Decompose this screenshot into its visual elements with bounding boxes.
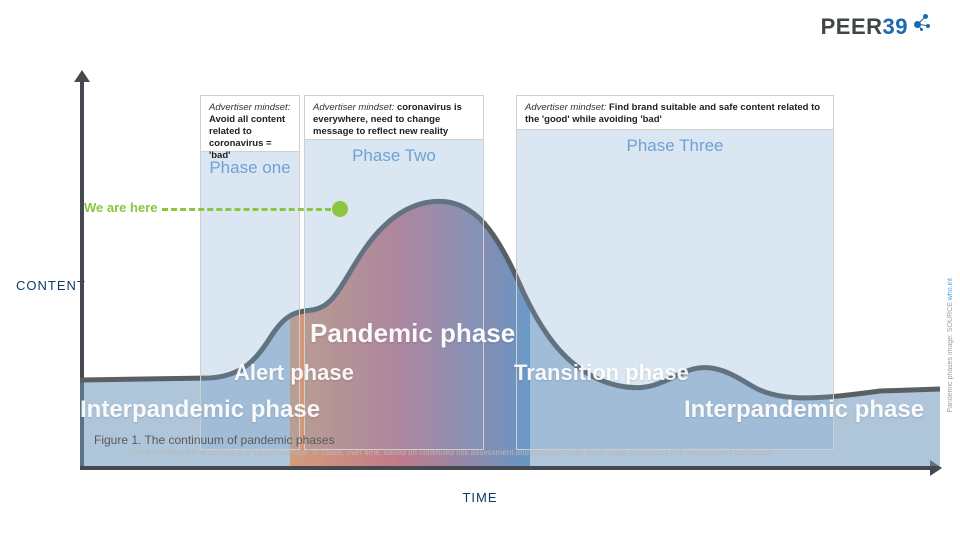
curve-label: Interpandemic phase — [684, 396, 924, 424]
we-are-here-label: We are here — [84, 200, 157, 215]
x-axis-label: TIME — [0, 490, 960, 505]
brand-logo: PEER39 — [821, 14, 932, 40]
curve-label: Alert phase — [234, 360, 354, 386]
mindset-box: Advertiser mindset: coronavirus is every… — [305, 96, 483, 140]
mindset-box: Advertiser mindset: Avoid all content re… — [201, 96, 299, 152]
page-root: { "logo": { "peer": "PEER", "thirty_nine… — [0, 0, 960, 540]
we-are-here-dot-icon — [332, 201, 348, 217]
curve-label: Transition phase — [514, 360, 689, 386]
curve-label: Interpandemic phase — [80, 396, 320, 424]
phase-title: Phase one — [201, 158, 299, 178]
molecule-icon — [910, 11, 932, 33]
source-link: who.int — [947, 278, 954, 300]
phase-column-phase-two: Advertiser mindset: coronavirus is every… — [304, 95, 484, 450]
figure-footnote: *This continuum is according to a "globa… — [132, 448, 774, 457]
logo-text-39: 39 — [883, 14, 908, 40]
mindset-body: Avoid all content related to coronavirus… — [209, 114, 285, 161]
logo-text-peer: PEER — [821, 14, 883, 40]
phase-title: Phase Three — [517, 136, 833, 156]
mindset-box: Advertiser mindset: Find brand suitable … — [517, 96, 833, 130]
figure-caption: Figure 1. The continuum of pandemic phas… — [94, 433, 335, 447]
mindset-lead: Advertiser mindset: — [313, 102, 397, 113]
source-prefix: Pandemic phases image: SOURCE — [947, 300, 954, 412]
image-source-note: Pandemic phases image: SOURCE who.int — [947, 278, 954, 413]
mindset-lead: Advertiser mindset: — [209, 102, 290, 113]
phase-title: Phase Two — [305, 146, 483, 166]
mindset-lead: Advertiser mindset: — [525, 102, 609, 113]
we-are-here-line — [162, 208, 340, 211]
curve-label: Pandemic phase — [310, 318, 515, 349]
y-axis-label: CONTENT — [16, 278, 86, 293]
